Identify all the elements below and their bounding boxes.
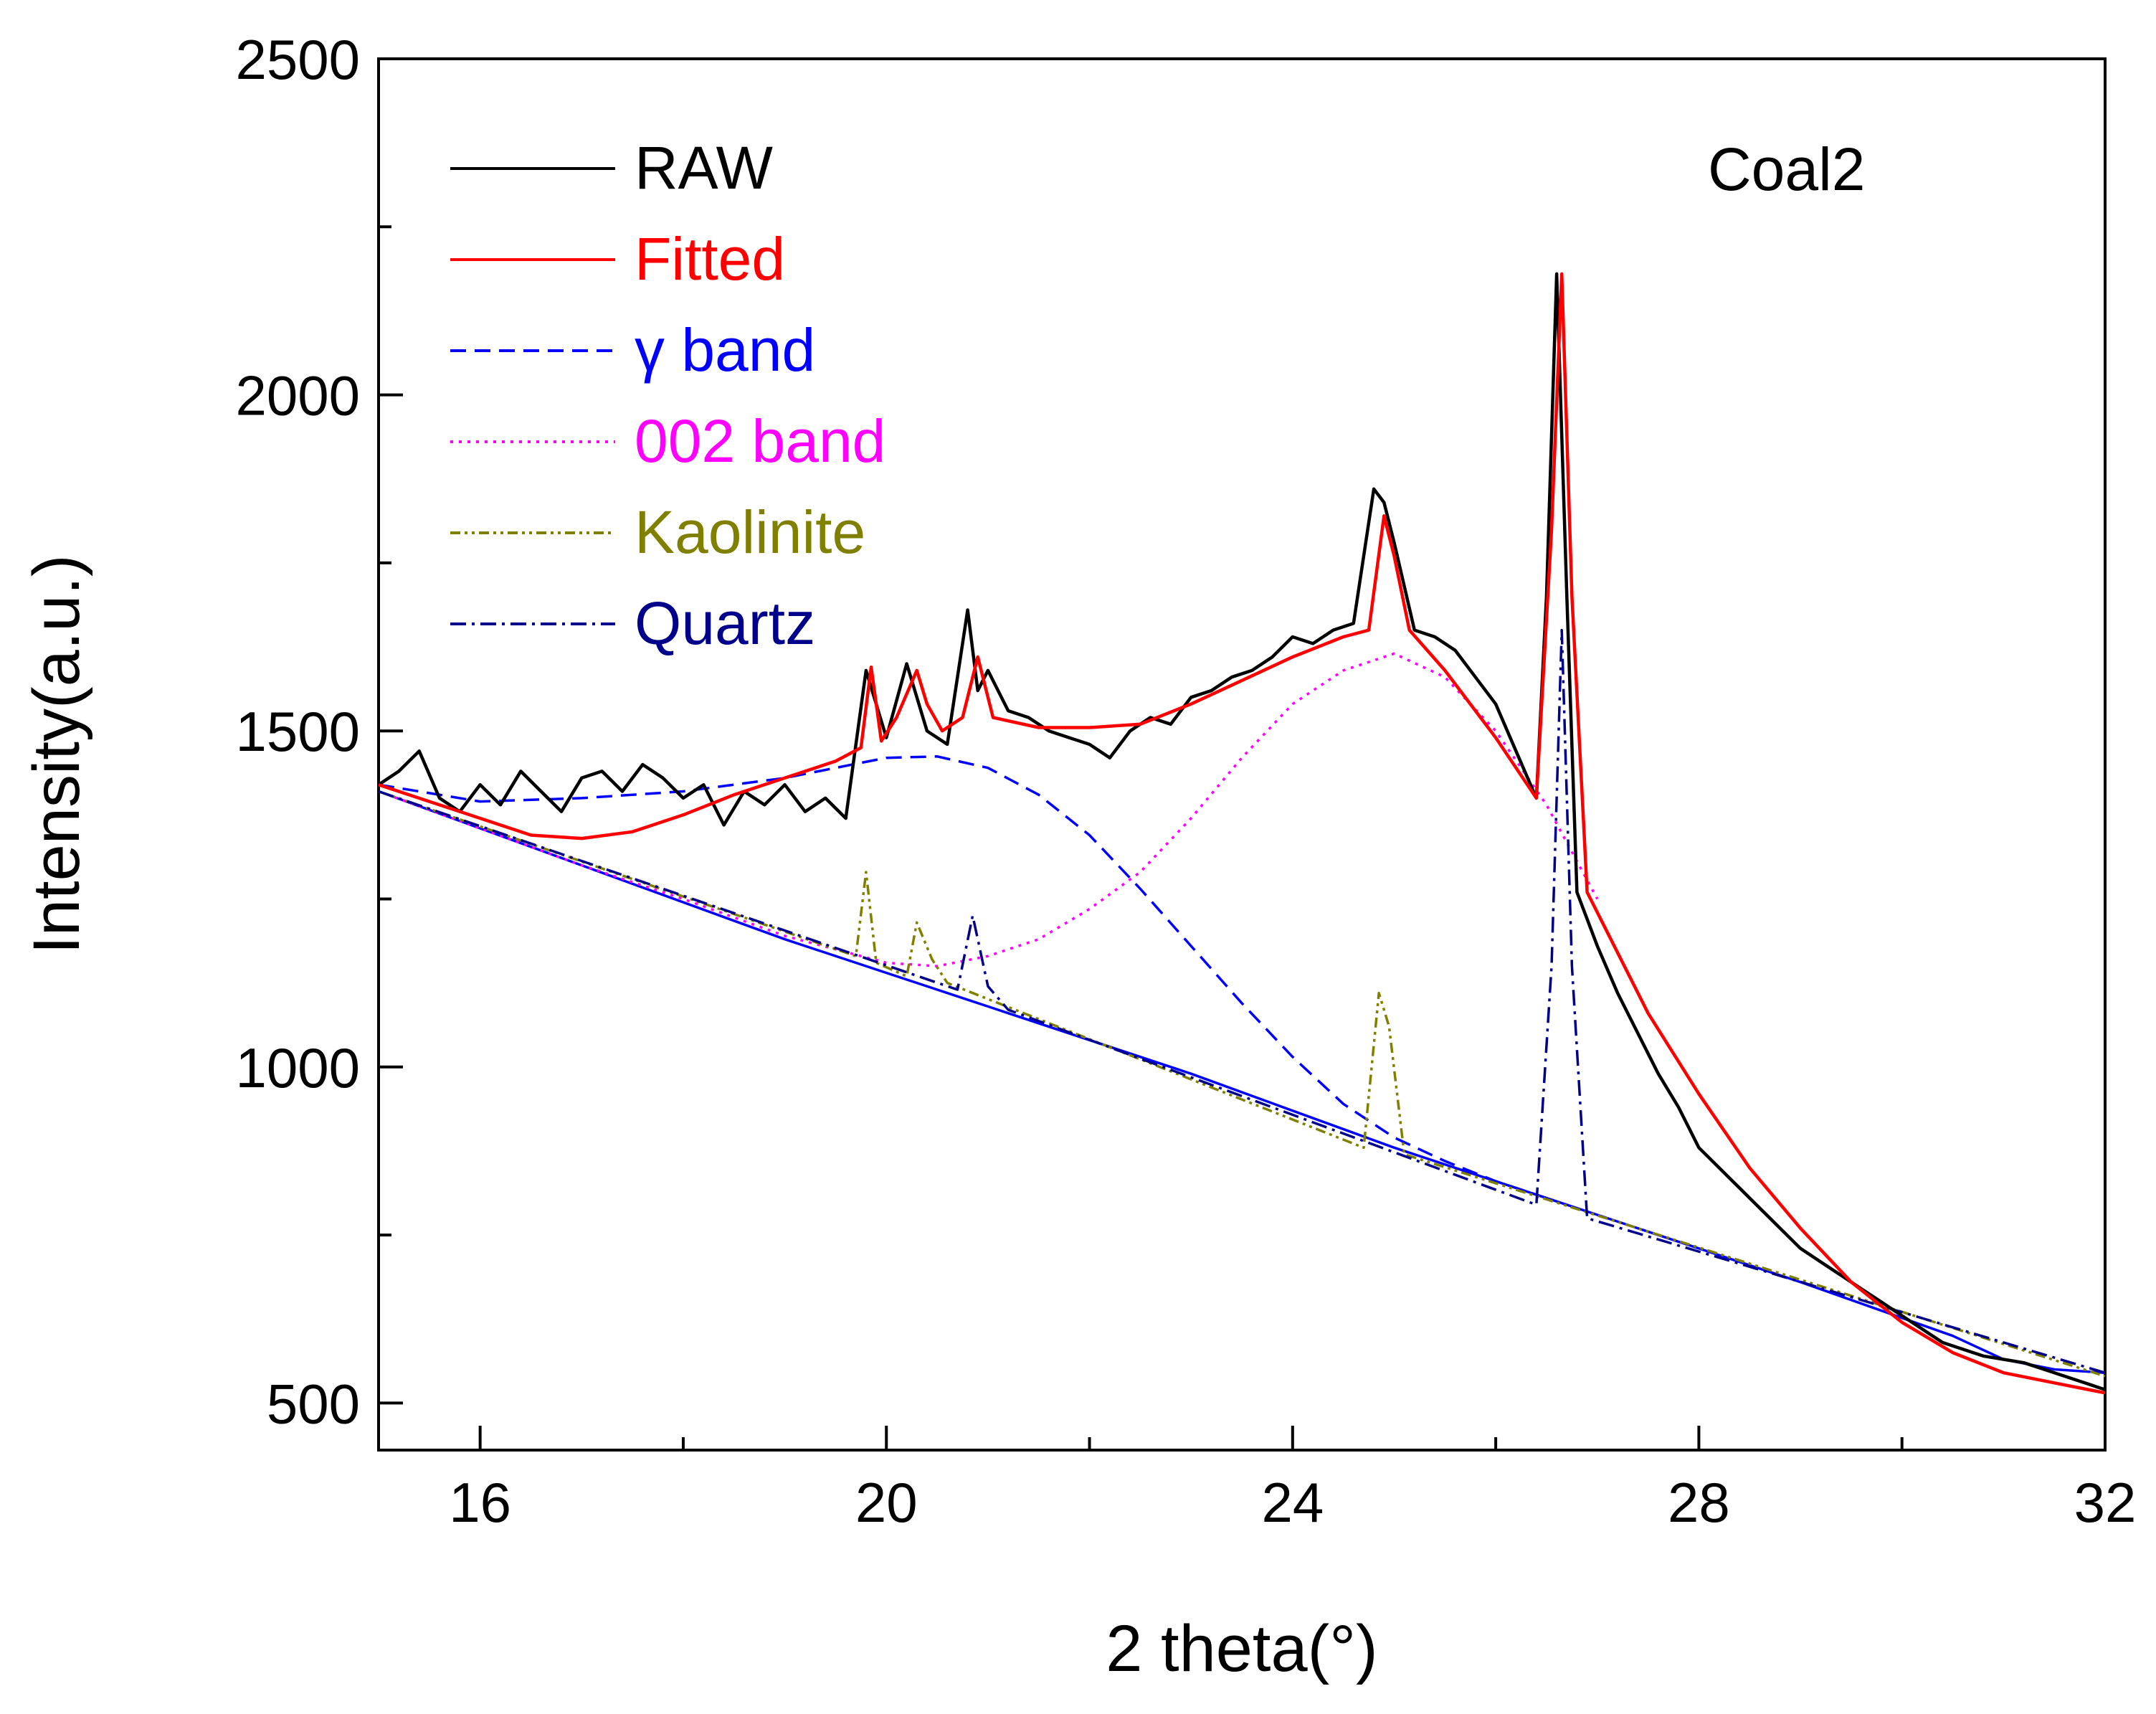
x-tick-label: 16 <box>449 1471 511 1534</box>
x-tick-label: 32 <box>2074 1471 2137 1534</box>
series-line-baseline <box>378 790 2106 1374</box>
legend-label: RAW <box>635 134 773 202</box>
axis-ticks <box>379 57 2107 1450</box>
legend-label: γ band <box>635 316 815 384</box>
legend-label: Quartz <box>635 590 815 657</box>
series-line-quartz <box>378 628 2106 1374</box>
legend-label: Fitted <box>635 225 785 293</box>
series-line-raw <box>377 272 2106 1391</box>
series-line--band <box>378 755 1547 1200</box>
legend-label: Kaolinite <box>635 498 865 566</box>
y-tick-label: 500 <box>267 1372 360 1435</box>
x-axis-title: 2 theta(°) <box>1106 1612 1377 1685</box>
x-tick-label: 28 <box>1668 1471 1730 1534</box>
legend-label: 002 band <box>635 407 885 475</box>
y-tick-label: 1500 <box>235 700 360 763</box>
y-tick-label: 2000 <box>235 364 360 427</box>
plot-frame <box>377 57 2107 1452</box>
y-tick-label: 2500 <box>235 28 360 91</box>
legend: RAW Fitted γ band 002 band Kaolinite Quartz <box>450 134 885 657</box>
series-line-fitted <box>378 272 2106 1395</box>
axis-tick-labels: 16 20 24 28 32 500 1000 1500 2000 2500 <box>235 28 2136 1534</box>
series-layer <box>377 272 2106 1395</box>
series-line-kaolinite <box>378 790 2106 1378</box>
panel-label: Coal2 <box>1708 136 1865 203</box>
x-tick-label: 20 <box>855 1471 918 1534</box>
x-tick-label: 24 <box>1261 1471 1324 1534</box>
y-axis-title: Intensity(a.u.) <box>20 554 93 954</box>
y-tick-label: 1000 <box>235 1036 360 1099</box>
